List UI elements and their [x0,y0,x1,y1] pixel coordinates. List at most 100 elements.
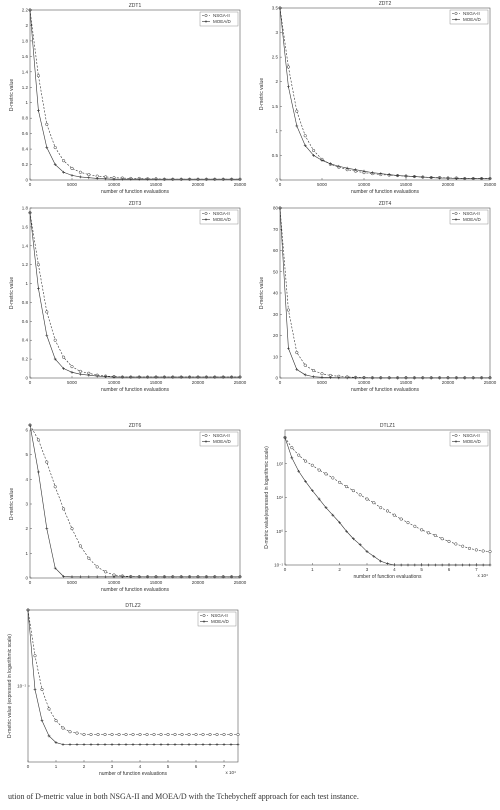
x-tick-label: 25000 [484,380,497,385]
y-tick-label: 0.8 [22,116,29,121]
y-tick-label: 1.2 [22,85,29,90]
data-point-moea-d [345,529,348,533]
data-point-nsga-ii [166,732,170,737]
data-point-moea-d [427,563,430,567]
y-axis-label: D-metric value(expressed in logarithmic … [264,446,270,549]
data-point-moea-d [362,169,366,173]
plot-title: ZDT4 [379,201,392,207]
data-point-moea-d [61,743,65,746]
data-point-moea-d [87,575,91,579]
data-point-moea-d [154,375,158,379]
y-axis-label: D-metric value (expressed in logarithmic… [7,634,13,738]
data-point-moea-d [213,375,217,379]
data-point-moea-d [404,376,408,380]
series-line-moea-d [29,9,240,180]
y-tick-label: 10⁰ [276,529,283,534]
data-point-nsga-ii [312,148,316,153]
data-point-moea-d [295,368,299,371]
legend-marker [204,14,208,17]
x-tick-label: 1 [55,764,58,769]
legend-label: MOEA/D [213,19,232,24]
series-line-moea-d [29,425,240,578]
data-point-moea-d [79,575,82,579]
legend-marker [202,614,206,617]
x-multiplier-label: x 10⁴ [226,770,237,775]
data-point-moea-d [399,563,403,567]
x-tick-label: 2 [338,567,341,572]
x-tick-label: 4 [393,567,396,572]
y-tick-label: 1.4 [22,243,29,248]
x-tick-label: 15000 [150,380,163,385]
data-point-moea-d [238,177,242,181]
series-line-nsga-ii [29,212,240,378]
y-tick-label: 10⁻¹ [17,684,26,689]
data-point-nsga-ii [159,732,163,737]
data-point-moea-d [45,334,49,337]
y-tick-label: 0.4 [22,338,29,343]
data-point-nsga-ii [338,480,342,484]
data-point-moea-d [329,376,332,379]
x-tick-label: 0 [29,580,32,585]
data-point-moea-d [171,177,175,181]
data-point-nsga-ii [201,732,205,737]
data-point-moea-d [188,177,191,181]
data-point-moea-d [230,177,233,181]
data-point-nsga-ii [53,145,57,150]
x-tick-label: 15000 [150,182,163,187]
data-point-nsga-ii [36,74,40,78]
data-point-moea-d [121,575,124,579]
series-line-moea-d [279,207,490,379]
y-tick-label: 4 [25,477,28,482]
data-point-nsga-ii [310,463,314,467]
data-point-moea-d [392,563,396,567]
data-point-nsga-ii [95,174,99,178]
x-tick-label: 25000 [484,182,497,187]
data-point-nsga-ii [295,109,299,113]
plot-frame [27,609,239,763]
data-point-moea-d [54,741,58,744]
y-tick-label: 0 [275,178,278,183]
data-point-moea-d [320,375,324,379]
x-tick-label: 0 [29,182,32,187]
data-point-moea-d [438,176,441,180]
data-point-moea-d [295,124,299,128]
y-tick-label: 0 [275,376,278,381]
plot-title: ZDT3 [129,201,142,207]
data-point-moea-d [463,177,467,180]
data-point-moea-d [37,109,40,112]
y-tick-label: 30 [273,312,279,317]
data-point-moea-d [124,743,128,746]
data-point-moea-d [89,743,93,746]
data-point-moea-d [26,608,30,612]
data-point-moea-d [53,566,57,570]
data-point-moea-d [75,743,79,746]
data-point-moea-d [221,575,225,579]
y-axis-label: D-metric value [259,78,265,110]
y-tick-label: 2.5 [272,55,279,60]
data-point-moea-d [104,575,107,579]
data-point-moea-d [474,563,478,567]
x-tick-label: 7 [223,764,226,769]
legend-marker [454,212,458,215]
data-point-moea-d [455,376,458,380]
plot-frame [284,429,491,566]
x-tick-label: 20000 [192,182,205,187]
data-point-nsga-ii [53,485,57,489]
subplot-dtlz1: DTLZ1 0 1 2 3 4 5 6 7 10⁻¹ 10⁰ 10¹ 10² number of func… [264,423,492,580]
y-tick-label: 2 [25,23,28,28]
x-tick-label: 25000 [234,182,247,187]
data-point-nsga-ii [110,732,114,737]
data-point-nsga-ii [61,726,65,730]
data-point-moea-d [159,743,163,746]
data-point-moea-d [222,743,226,746]
plot-title: ZDT2 [379,1,392,7]
data-point-moea-d [387,376,391,380]
plot-title: ZDT6 [129,423,142,429]
data-point-moea-d [229,743,233,746]
legend-label: NSGA-II [463,433,480,438]
data-point-moea-d [362,376,366,380]
data-point-moea-d [304,479,307,483]
